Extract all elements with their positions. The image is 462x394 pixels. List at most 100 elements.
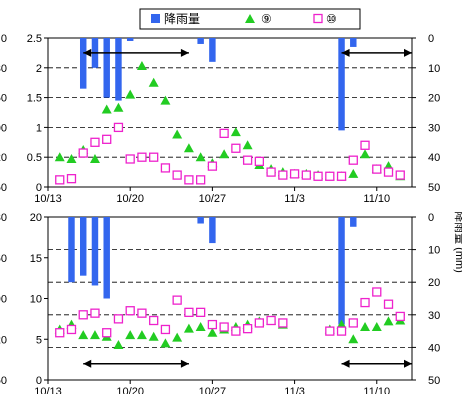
series9-point — [242, 140, 253, 150]
series9-point — [348, 168, 359, 178]
series9-point — [207, 327, 218, 337]
series9-point — [54, 152, 65, 162]
series10-point — [383, 299, 394, 309]
series10-point — [231, 143, 241, 153]
bottom-panel: 0 5 10 15 20 150 120 90 60 30 0 10 20 30 40 50 10/13 10/2… — [0, 212, 440, 394]
series10-point — [325, 326, 335, 336]
x-tick-label: 10/13 — [34, 386, 62, 394]
series9-point — [336, 319, 347, 329]
series10-point — [160, 324, 171, 335]
series10-point — [195, 175, 206, 185]
series9-point — [195, 152, 206, 162]
rain-bar — [79, 217, 87, 276]
series10-point — [395, 170, 405, 180]
rain-bar — [79, 38, 87, 89]
y-outer-tick-label: 90 — [0, 294, 7, 306]
series10-point — [172, 295, 182, 305]
series10-point — [137, 152, 147, 162]
y-outer-tick-label: 0 — [1, 33, 7, 45]
y-left-tick-label: 0 — [36, 182, 42, 194]
series10-point — [184, 307, 194, 318]
y-right-tick-label: 30 — [428, 310, 440, 322]
series10-point — [242, 324, 253, 334]
series10-point — [90, 137, 100, 147]
y-left-tick-label: 10 — [30, 294, 42, 306]
rain-bar — [350, 217, 357, 227]
series9-point — [136, 330, 147, 340]
legend-rain-label: 降雨量 — [164, 12, 200, 26]
series10-point — [172, 170, 182, 180]
series9-point — [348, 334, 359, 344]
rain-bar — [103, 217, 110, 299]
series10-point — [278, 170, 288, 180]
y-outer-tick-label: 30 — [0, 212, 7, 224]
y-right-tick-label: 0 — [428, 212, 434, 224]
rain-bar — [350, 38, 357, 47]
series10-point — [360, 297, 370, 308]
series10-point — [78, 310, 88, 320]
y-left-tick-label: 2.5 — [27, 33, 42, 45]
legend: 降雨量 ⑨ ⑩ — [139, 8, 361, 30]
y-right-tick-label: 20 — [428, 93, 440, 105]
series10-point — [348, 318, 358, 328]
rain-bar — [209, 38, 216, 62]
y-outer-tick-label: 120 — [0, 334, 7, 346]
legend-s10-marker — [313, 13, 323, 24]
series10-point — [360, 140, 370, 150]
series10-point — [66, 174, 77, 184]
arrow-head-right — [180, 48, 189, 57]
series9-point — [113, 339, 124, 349]
rain-bar — [115, 38, 122, 101]
legend-s9-label: ⑨ — [261, 12, 272, 26]
legend-s9-marker — [245, 14, 255, 23]
y-outer-tick-label: 60 — [0, 253, 7, 265]
y-left-tick-label: 20 — [30, 212, 42, 224]
y-outer-tick-label: 00 — [0, 122, 7, 134]
series9-point — [148, 77, 159, 87]
series10-point — [113, 122, 124, 133]
series10-point — [395, 311, 405, 322]
series10-point — [125, 154, 135, 164]
series10-point — [125, 306, 135, 316]
series10-point — [313, 171, 323, 181]
series10-point — [383, 167, 394, 177]
arrow-head-right — [404, 48, 412, 57]
y-right-tick-label: 0 — [428, 33, 434, 45]
series9-point — [136, 61, 147, 71]
arrow-head-left — [83, 48, 92, 57]
y-outer-tick-label: 50 — [0, 182, 7, 194]
x-tick-label: 11/3 — [284, 386, 305, 394]
series10-point — [231, 326, 241, 336]
y-left-tick-label: 5 — [36, 334, 42, 346]
series9-point — [101, 104, 112, 114]
series10-point — [336, 326, 347, 336]
series9-point — [360, 149, 371, 159]
series9-point — [66, 153, 77, 163]
series10-point — [266, 315, 276, 326]
series9-point — [160, 338, 171, 348]
series10-point — [348, 155, 358, 165]
y-outer-tick-label: 20 — [0, 152, 7, 164]
series10-point — [219, 128, 229, 139]
y-right-tick-label: 30 — [428, 122, 440, 134]
legend-s10-label: ⑩ — [326, 12, 337, 26]
series10-point — [195, 307, 206, 318]
x-tick-label: 10/27 — [199, 193, 227, 205]
series9-point — [78, 330, 89, 340]
series9-point — [183, 143, 194, 153]
legend-rain-marker — [151, 14, 160, 23]
series9-point — [89, 330, 100, 340]
series9-point — [160, 95, 171, 105]
y-left-tick-label: 0.5 — [27, 152, 42, 164]
rain-bar — [209, 217, 216, 244]
x-tick-label: 11/10 — [363, 386, 390, 394]
y-left-tick-label: 1.5 — [27, 93, 42, 105]
y-right-tick-label: 40 — [428, 152, 440, 164]
series9-point — [89, 153, 100, 163]
plot-frame — [47, 216, 413, 381]
series9-point — [172, 332, 183, 342]
y-outer-tick-label: 150 — [0, 375, 7, 387]
series10-point — [289, 169, 300, 179]
y-outer-tick-label: 30 — [0, 63, 7, 75]
series10-point — [336, 171, 347, 181]
